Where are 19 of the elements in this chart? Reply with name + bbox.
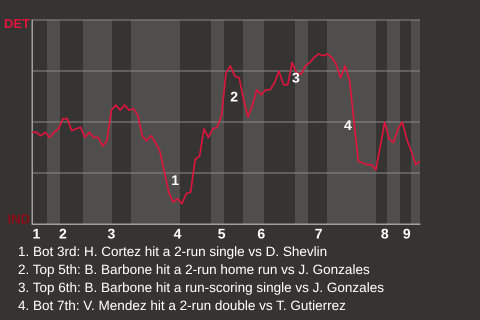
x-tick-label: 4 bbox=[174, 225, 182, 242]
text: 4. Bot 7th: V. Mendez hit a 2-run double vs T. Gutierrez bbox=[18, 297, 347, 315]
x-tick-label: 9 bbox=[402, 225, 411, 242]
annotation: 2 bbox=[230, 88, 238, 104]
text: DET bbox=[4, 16, 30, 32]
x-tick-label: 7 bbox=[314, 225, 323, 242]
annotation: 3 bbox=[292, 69, 300, 86]
text: 3. Top 6th: B. Barbone hit a run-scoring single vs J. Gonzales bbox=[18, 279, 384, 297]
x-tick-label: 6 bbox=[257, 225, 266, 242]
x-tick-label: 1 bbox=[32, 225, 41, 242]
text: 1. Bot 3rd: H. Cortez hit a 2-run single vs D. Shevlin bbox=[18, 243, 328, 261]
x-tick-label: 8 bbox=[380, 225, 389, 242]
x-tick-label: 5 bbox=[218, 225, 226, 242]
x-tick-label: 2 bbox=[58, 225, 67, 242]
text: IND bbox=[8, 211, 30, 226]
annotation: 1 bbox=[171, 172, 180, 188]
text: 2. Top 5th: B. Barbone hit a 2-run home run vs J. Gonzales bbox=[18, 261, 371, 279]
x-tick-label: 3 bbox=[107, 225, 116, 242]
annotation: 4 bbox=[344, 117, 352, 134]
